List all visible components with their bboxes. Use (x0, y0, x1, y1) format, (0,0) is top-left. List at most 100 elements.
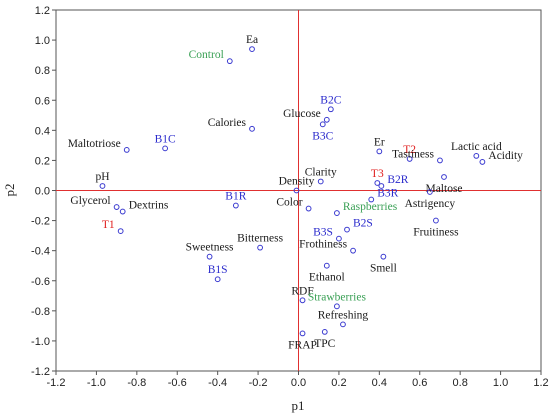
point-marker-astrigency (426, 189, 433, 195)
y-tick-label: 1.0 (35, 35, 50, 47)
point-label-b3r: B3R (377, 188, 398, 200)
point-marker-tpc (321, 328, 328, 335)
y-tick-label: -0.6 (31, 276, 50, 288)
point-label-t3: T3 (371, 168, 384, 180)
point-marker-fruitiness (433, 217, 439, 224)
point-label-b3s: B3S (313, 227, 333, 239)
point-label-b2s: B2S (353, 218, 373, 230)
point-marker-b3c (319, 121, 326, 128)
point-label-b3c: B3C (312, 130, 333, 142)
point-marker-tastiness (437, 157, 443, 164)
point-marker-density (293, 187, 300, 194)
point-label-frap: FRAP (288, 339, 317, 351)
point-marker-calories (249, 125, 255, 132)
x-axis-ticks: -1.2 -1.0 -0.8 -0.6 -0.4 -0.2 0.0 0.2 0.4 0.6 0.8 1… (47, 371, 549, 389)
x-tick-label: -0.2 (249, 377, 268, 389)
point-marker-b2r (378, 183, 385, 189)
point-marker-maltotriose (123, 146, 130, 153)
point-marker-acidity (479, 159, 486, 165)
point-label-frothiness: Frothiness (299, 239, 347, 251)
y-tick-label: -0.4 (31, 246, 50, 258)
y-tick-label: 0.6 (35, 95, 50, 107)
point-marker-b3s (336, 235, 342, 242)
point-marker-clarity (317, 178, 324, 185)
point-label-strawberries: Strawberries (308, 291, 367, 303)
x-tick-label: -0.6 (168, 377, 187, 389)
point-marker-t1 (117, 228, 124, 235)
point-label-b1c: B1C (155, 133, 176, 145)
x-tick-label: 0.4 (372, 377, 387, 389)
point-marker-b2s (344, 226, 350, 233)
point-marker-refreshing (340, 321, 346, 328)
x-tick-label: -1.0 (87, 377, 106, 389)
point-label-er: Er (374, 136, 385, 148)
point-marker-t3 (374, 180, 381, 186)
point-marker-bitterness (257, 244, 264, 251)
y-tick-label: 0.4 (35, 125, 50, 137)
point-marker-glucose (323, 116, 330, 123)
y-tick-label: -0.2 (31, 216, 50, 228)
x-tick-label: -0.8 (127, 377, 146, 389)
point-label-bitterness: Bitterness (237, 233, 284, 245)
point-marker-ethanol (323, 262, 330, 269)
point-label-calories: Calories (208, 117, 247, 129)
point-label-t2: T2 (403, 144, 416, 156)
point-label-lactic-acid: Lactic acid (451, 141, 502, 153)
point-marker-raspberries (333, 210, 340, 216)
data-points: Ea Control B2C Glucose Calories B3C Maltotrios… (68, 34, 523, 351)
point-marker-sweetness (206, 253, 213, 260)
point-marker-color (305, 205, 312, 212)
point-label-ethanol: Ethanol (309, 272, 345, 284)
point-label-rdf: RDF (291, 285, 313, 297)
y-tick-label: -0.8 (31, 306, 50, 318)
y-tick-label: 1.2 (35, 5, 50, 17)
point-marker-b3r (368, 196, 375, 203)
point-label-b1s: B1S (208, 264, 228, 276)
point-marker-maltose (441, 174, 447, 180)
point-marker-frothiness (350, 247, 356, 254)
point-marker-rdf (299, 297, 306, 304)
point-label-b1r: B1R (225, 191, 246, 203)
x-tick-label: -1.2 (47, 377, 66, 389)
point-label-density: Density (279, 176, 315, 188)
point-label-maltotriose: Maltotriose (68, 138, 121, 150)
x-tick-label: 1.2 (533, 377, 548, 389)
point-marker-lactic-acid (473, 153, 480, 159)
point-marker-glycerol (113, 204, 120, 210)
point-label-ea: Ea (246, 34, 258, 46)
point-marker-strawberries (333, 303, 340, 310)
point-label-raspberries: Raspberries (343, 201, 398, 213)
x-tick-label: 0.6 (412, 377, 427, 389)
x-tick-label: 0.8 (453, 377, 468, 389)
x-tick-label: 0.0 (291, 377, 306, 389)
y-axis-ticks: 1.2 1.0 0.8 0.6 0.4 0.2 0.0 -0.2 -0.4 -0.6 -0.8 -1.… (31, 5, 56, 378)
point-label-dextrins: Dextrins (129, 200, 169, 212)
point-label-tastiness: Tastiness (392, 148, 435, 160)
point-marker-ea (249, 46, 255, 53)
y-tick-label: 0.2 (35, 155, 50, 167)
point-label-ph: pH (95, 171, 109, 183)
y-tick-label: 0.0 (35, 186, 50, 198)
point-label-smell: Smell (370, 263, 397, 275)
y-tick-label: 0.8 (35, 65, 50, 77)
point-marker-dextrins (119, 208, 126, 215)
y-axis-label: p2 (2, 184, 17, 197)
point-label-t1: T1 (102, 219, 115, 231)
y-tick-label: -1.0 (31, 336, 50, 348)
point-marker-smell (380, 253, 387, 260)
point-label-color: Color (276, 197, 302, 209)
point-marker-b1c (162, 145, 169, 152)
point-marker-ph (99, 183, 106, 189)
point-label-fruitiness: Fruitiness (413, 227, 459, 239)
point-label-acidity: Acidity (488, 150, 523, 162)
y-tick-label: -1.2 (31, 366, 50, 378)
point-label-tpc: TPC (314, 338, 335, 350)
point-marker-t2 (406, 156, 413, 162)
point-label-glycerol: Glycerol (70, 195, 110, 207)
point-marker-control (226, 58, 233, 65)
point-label-refreshing: Refreshing (318, 309, 369, 321)
x-tick-label: -0.4 (208, 377, 227, 389)
x-tick-label: 0.2 (331, 377, 346, 389)
point-label-maltose: Maltose (425, 183, 462, 195)
